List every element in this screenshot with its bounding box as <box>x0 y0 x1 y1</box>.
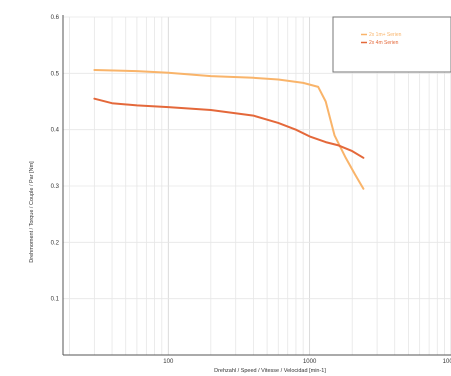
y-tick-label: 0.4 <box>51 128 60 134</box>
tick-labels: 0.1 0.2 0.3 0.4 0.5 0.6 100 1000 10000 <box>51 15 451 365</box>
x-tick-label: 100 <box>163 359 174 365</box>
series-line-1 <box>93 69 365 190</box>
series-lines <box>93 69 365 190</box>
y-tick-label: 0.5 <box>51 71 60 77</box>
series-line-2 <box>93 97 365 159</box>
axes <box>62 15 451 356</box>
legend-entry: 2x 4m Serien <box>369 40 399 46</box>
y-tick-label: 0.2 <box>51 240 60 246</box>
legend-box <box>332 16 451 73</box>
y-tick-label: 0.6 <box>51 15 60 21</box>
y-tick-label: 0.3 <box>51 184 60 190</box>
x-tick-label: 10000 <box>443 359 451 365</box>
x-axis-label: Drehzahl / Speed / Vitesse / Velocidad [… <box>214 368 326 374</box>
x-tick-label: 1000 <box>303 359 317 365</box>
grid <box>63 16 451 355</box>
legend: 2x 1m+ Serien 2x 4m Serien <box>332 16 451 73</box>
y-tick-label: 0.1 <box>51 297 60 303</box>
y-axis-label: Drehmoment / Torque / Couple / Par [Nm] <box>29 161 35 263</box>
legend-entry: 2x 1m+ Serien <box>369 32 402 38</box>
